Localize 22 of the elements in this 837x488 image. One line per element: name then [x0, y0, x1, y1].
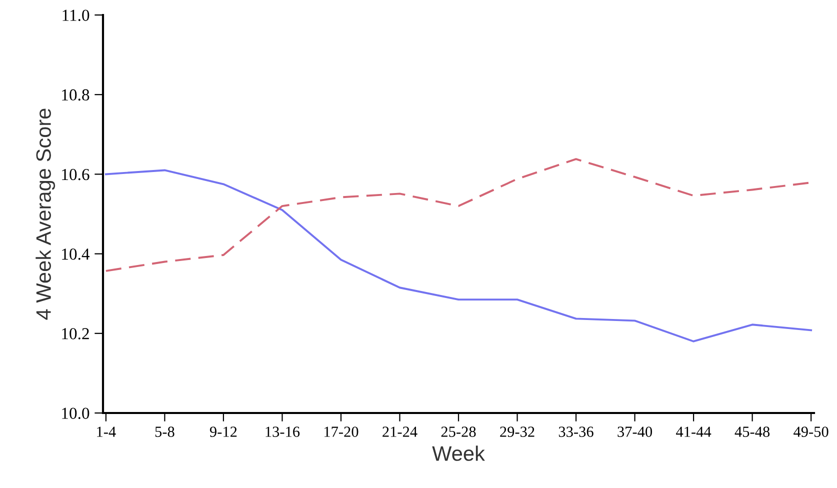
x-tick-label: 37-40: [618, 426, 652, 437]
y-tick-label: 10.4: [62, 248, 90, 260]
x-tick-label: 17-20: [324, 426, 358, 437]
y-tick-label: 10.8: [62, 89, 90, 101]
x-tick-label: 29-32: [500, 426, 534, 437]
y-tick-label: 10.6: [62, 168, 90, 180]
x-axis-title: Week: [432, 446, 485, 461]
y-tick-label: 10.2: [62, 328, 89, 340]
x-tick-label: 21-24: [382, 426, 418, 437]
x-tick-label: 41-44: [676, 426, 712, 437]
x-tick-label: 49-50: [794, 426, 828, 437]
x-tick-label: 5-8: [155, 426, 174, 437]
x-tick-label: 9-12: [210, 426, 237, 437]
y-axis-title: 4 Week Average Score: [36, 108, 56, 320]
x-tick-label: 25-28: [441, 426, 476, 437]
y-tick-label: 11.0: [62, 10, 90, 22]
x-tick-label: 1-4: [97, 426, 116, 437]
x-tick-label: 45-48: [734, 426, 770, 437]
x-tick-label: 33-36: [558, 426, 594, 437]
line-series: [104, 169, 812, 342]
y-tick-label: 10.0: [62, 408, 90, 420]
x-tick-label: 13-16: [266, 426, 300, 437]
